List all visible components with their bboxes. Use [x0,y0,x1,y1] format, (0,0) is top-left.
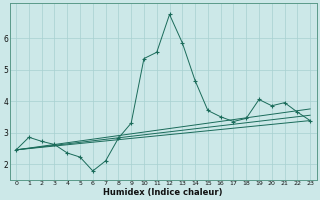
X-axis label: Humidex (Indice chaleur): Humidex (Indice chaleur) [103,188,223,197]
